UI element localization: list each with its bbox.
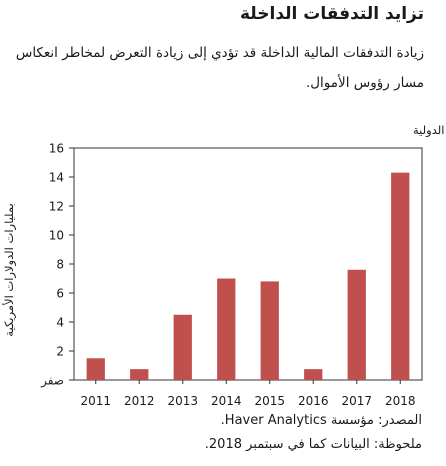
y-tick-label: 4	[56, 316, 64, 330]
y-tick-label: صفر	[40, 374, 64, 389]
data-note: ملحوظة: البيانات كما في سبتمبر 2018.	[204, 437, 422, 452]
x-tick-label: 2017	[341, 394, 372, 408]
y-axis-label: بمليارات الدولارات الأمريكية	[2, 203, 17, 336]
x-tick-label: 2016	[298, 394, 329, 408]
x-tick-label: 2014	[211, 394, 242, 408]
y-tick-label: 6	[56, 287, 64, 301]
x-axis: 2011 2012 2013 2014 2015 2016 2017 2018	[80, 380, 416, 408]
y-tick-label: 10	[49, 229, 64, 243]
bar-2011	[86, 358, 105, 380]
x-tick-label: 2013	[167, 394, 198, 408]
x-tick-label: 2018	[385, 394, 416, 408]
y-tick-label: 14	[49, 171, 64, 185]
bar-2014	[217, 278, 236, 380]
bars	[86, 172, 410, 380]
chart-title: تزايد التدفقات الداخلة	[240, 4, 424, 24]
chart-panel-title: إفريقيا جنوب الصحراء: اقتصادات الأسواق ا…	[413, 123, 446, 138]
bar-2015	[260, 281, 279, 380]
bar-2018	[391, 172, 410, 380]
x-tick-label: 2015	[254, 394, 285, 408]
bar-chart: إفريقيا جنوب الصحراء: اقتصادات الأسواق ا…	[2, 123, 446, 408]
bar-2012	[130, 369, 149, 380]
y-axis: صفر 2 4 6 8 10 12 14 16	[40, 142, 74, 389]
bar-2013	[173, 314, 192, 380]
bar-2016	[304, 369, 323, 380]
y-tick-label: 2	[56, 345, 64, 359]
x-tick-label: 2012	[124, 394, 155, 408]
plot-frame	[73, 147, 423, 381]
chart-subtitle: زيادة التدفقات المالية الداخلة قد تؤدي إ…	[15, 45, 424, 91]
bar-2017	[347, 269, 366, 380]
source-note: المصدر: مؤسسة Haver Analytics.	[220, 413, 422, 428]
y-tick-label: 8	[56, 258, 64, 272]
y-tick-label: 12	[49, 200, 64, 214]
x-tick-label: 2011	[80, 394, 111, 408]
y-tick-label: 16	[49, 142, 64, 156]
